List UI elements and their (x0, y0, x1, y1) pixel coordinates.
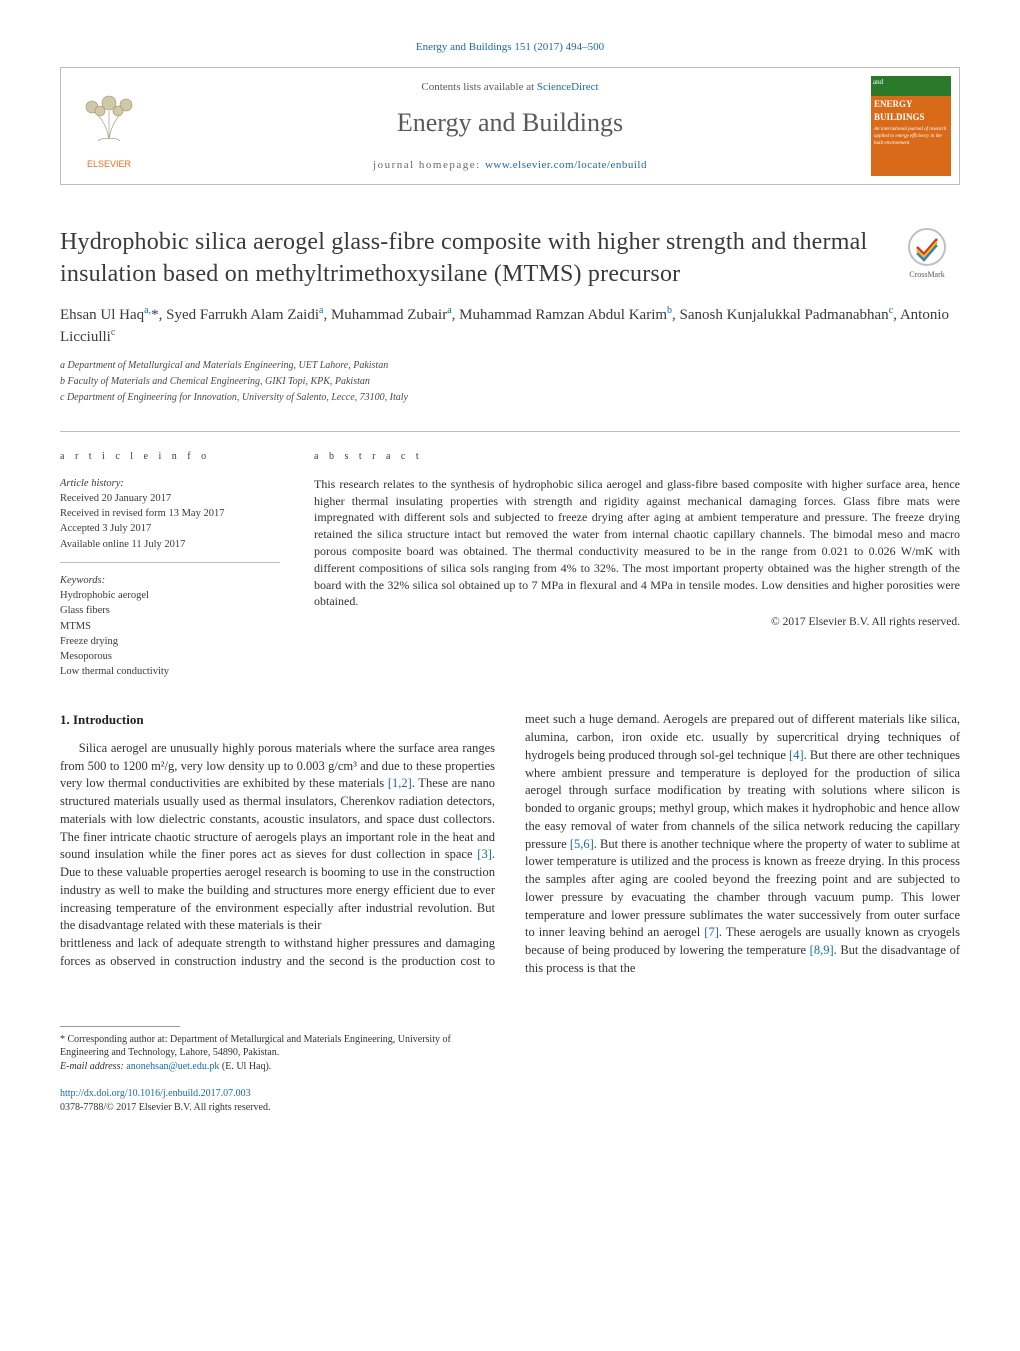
authors-list: Ehsan Ul Haqa,*, Syed Farrukh Alam Zaidi… (60, 304, 960, 348)
affiliation: a Department of Metallurgical and Materi… (60, 358, 960, 373)
journal-name: Energy and Buildings (165, 105, 855, 141)
sciencedirect-link[interactable]: ScienceDirect (537, 81, 599, 93)
contents-prefix: Contents lists available at (421, 81, 536, 93)
doi-link[interactable]: http://dx.doi.org/10.1016/j.enbuild.2017… (60, 1088, 251, 1099)
footnote-rule (60, 1026, 180, 1027)
history-label: Article history: (60, 478, 124, 489)
article-info-heading: a r t i c l e i n f o (60, 450, 280, 464)
keyword: MTMS (60, 619, 280, 634)
email-label: E-mail address: (60, 1061, 126, 1072)
keyword: Glass fibers (60, 603, 280, 618)
contents-line: Contents lists available at ScienceDirec… (165, 80, 855, 95)
keywords-label: Keywords: (60, 575, 105, 586)
affiliations: a Department of Metallurgical and Materi… (60, 358, 960, 405)
journal-reference: Energy and Buildings 151 (2017) 494–500 (60, 40, 960, 55)
abstract-text: This research relates to the synthesis o… (314, 476, 960, 610)
footer-left: * Corresponding author at: Department of… (60, 1004, 495, 1116)
keyword: Hydrophobic aerogel (60, 588, 280, 603)
homepage-link[interactable]: www.elsevier.com/locate/enbuild (485, 159, 647, 171)
section-heading: 1. Introduction (60, 711, 495, 729)
body-columns: 1. Introduction Silica aerogel are unusu… (60, 711, 960, 977)
article-history-block: Article history: Received 20 January 201… (60, 476, 280, 563)
publisher-logo-col: ELSEVIER (61, 68, 157, 184)
footer: * Corresponding author at: Department of… (60, 1004, 960, 1116)
crossmark-icon (907, 227, 947, 267)
history-line: Received 20 January 2017 (60, 491, 280, 506)
journal-cover: and ENERGY BUILDINGS An international jo… (871, 76, 951, 176)
footnotes: * Corresponding author at: Department of… (60, 1033, 495, 1074)
homepage-prefix: journal homepage: (373, 159, 485, 171)
homepage-line: journal homepage: www.elsevier.com/locat… (165, 158, 855, 173)
keyword: Freeze drying (60, 634, 280, 649)
corresponding-email-link[interactable]: anonehsan@uet.edu.pk (126, 1061, 219, 1072)
doi-block: http://dx.doi.org/10.1016/j.enbuild.2017… (60, 1087, 495, 1115)
cover-title: ENERGY BUILDINGS (871, 96, 951, 125)
corresponding-author-note: * Corresponding author at: Department of… (60, 1033, 495, 1060)
history-line: Accepted 3 July 2017 (60, 521, 280, 536)
title-row: Hydrophobic silica aerogel glass-fibre c… (60, 227, 960, 289)
crossmark-badge[interactable]: CrossMark (894, 227, 960, 280)
footer-right (525, 1004, 960, 1116)
keyword: Low thermal conductivity (60, 664, 280, 679)
cover-subtitle: An international journal of research app… (871, 126, 951, 147)
crossmark-label: CrossMark (909, 269, 945, 280)
abstract-column: a b s t r a c t This research relates to… (314, 450, 960, 680)
body-paragraph: Silica aerogel are unusually highly poro… (60, 740, 495, 935)
cover-top-band: and (871, 76, 951, 96)
email-line: E-mail address: anonehsan@uet.edu.pk (E.… (60, 1060, 495, 1074)
meta-row: a r t i c l e i n f o Article history: R… (60, 431, 960, 680)
issn-copyright: 0378-7788/© 2017 Elsevier B.V. All right… (60, 1102, 270, 1113)
publisher-name: ELSEVIER (87, 159, 132, 169)
journal-header: ELSEVIER Contents lists available at Sci… (60, 67, 960, 185)
keywords-block: Keywords: Hydrophobic aerogel Glass fibe… (60, 573, 280, 680)
elsevier-tree-logo: ELSEVIER (70, 81, 148, 171)
article-title: Hydrophobic silica aerogel glass-fibre c… (60, 227, 882, 289)
affiliation: b Faculty of Materials and Chemical Engi… (60, 374, 960, 389)
keyword: Mesoporous (60, 649, 280, 664)
history-line: Received in revised form 13 May 2017 (60, 506, 280, 521)
email-author-suffix: (E. Ul Haq). (222, 1061, 271, 1072)
history-line: Available online 11 July 2017 (60, 537, 280, 552)
journal-cover-col: and ENERGY BUILDINGS An international jo… (863, 68, 959, 184)
abstract-copyright: © 2017 Elsevier B.V. All rights reserved… (314, 614, 960, 630)
affiliation: c Department of Engineering for Innovati… (60, 390, 960, 405)
header-center: Contents lists available at ScienceDirec… (157, 68, 863, 184)
article-info-column: a r t i c l e i n f o Article history: R… (60, 450, 280, 680)
abstract-heading: a b s t r a c t (314, 450, 960, 464)
